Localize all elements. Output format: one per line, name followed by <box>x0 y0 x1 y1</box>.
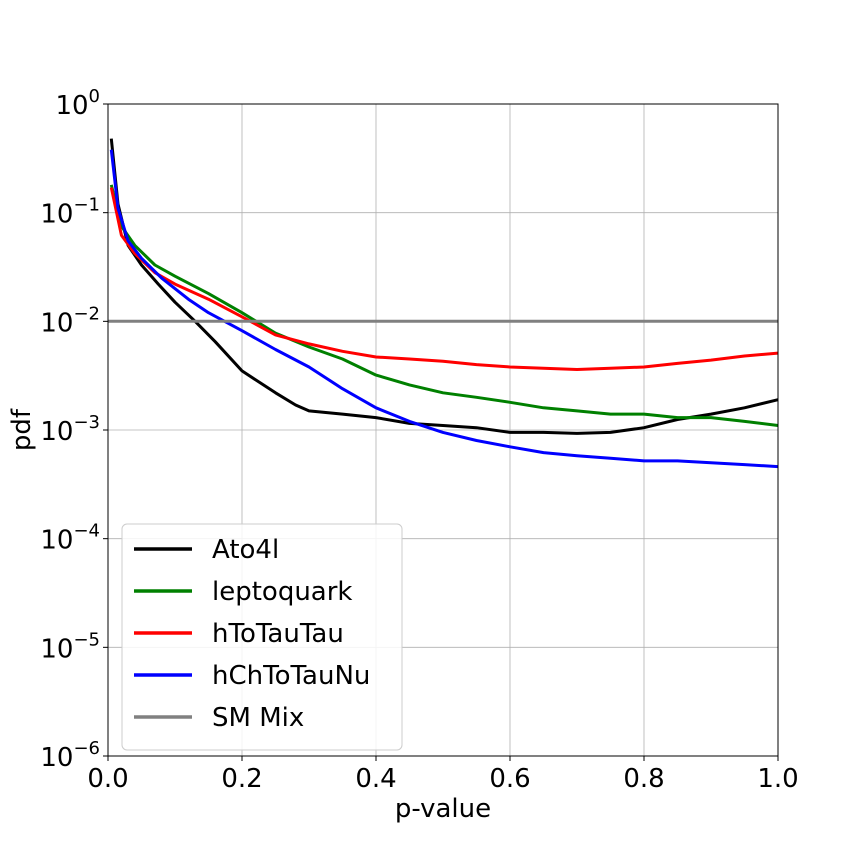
series-line-hchtotaunu <box>109 149 779 469</box>
x-tick-label: 0.4 <box>355 764 396 794</box>
legend-label-leptoquark: leptoquark <box>212 577 353 607</box>
y-tick-base: 10 <box>40 308 73 338</box>
y-tick-label: 10−1 <box>40 195 100 230</box>
x-tick-label: 0.0 <box>87 764 128 794</box>
legend-label-htotautau: hToTauTau <box>212 619 344 649</box>
legend-label-ato4l: Ato4l <box>212 535 279 565</box>
y-tick-base: 10 <box>55 91 88 121</box>
x-axis-label: p-value <box>395 794 491 824</box>
y-tick-exponent: −2 <box>73 303 100 324</box>
y-tick-base: 10 <box>40 743 73 773</box>
y-axis-label: pdf <box>7 408 37 451</box>
y-tick-base: 10 <box>40 417 73 447</box>
x-tick-label: 0.8 <box>623 764 664 794</box>
y-tick-label: 10−5 <box>40 629 100 664</box>
y-tick-exponent: −5 <box>73 629 100 650</box>
legend-box <box>121 523 403 751</box>
y-tick-base: 10 <box>40 200 73 230</box>
y-tick-label: 10−6 <box>40 738 100 773</box>
legend: Ato4l leptoquark hToTauTau hChToTauNu SM Mix <box>121 523 403 751</box>
y-tick-exponent: −4 <box>73 521 100 542</box>
y-tick-label: 10−4 <box>40 521 100 556</box>
x-tick-label: 0.2 <box>221 764 262 794</box>
series-lines <box>108 138 779 469</box>
legend-label-sm-mix: SM Mix <box>212 703 304 733</box>
y-tick-base: 10 <box>40 526 73 556</box>
y-tick-exponent: 0 <box>89 86 100 107</box>
y-tick-exponent: −1 <box>73 195 100 216</box>
y-tick-exponent: −6 <box>73 738 100 759</box>
legend-label-hchtotaunu: hChToTauNu <box>212 661 370 691</box>
x-tick-label: 1.0 <box>757 764 798 794</box>
series-line-htotautau <box>109 187 779 371</box>
series-line-ato4l <box>109 138 779 435</box>
y-tick-base: 10 <box>40 634 73 664</box>
series-line-leptoquark <box>109 184 779 427</box>
y-tick-label: 100 <box>55 86 100 121</box>
y-tick-label: 10−2 <box>40 303 100 338</box>
x-axis-ticks: 0.0 0.2 0.4 0.6 0.8 1.0 <box>87 756 799 794</box>
x-tick-label: 0.6 <box>489 764 530 794</box>
y-tick-label: 10−3 <box>40 412 100 447</box>
y-tick-exponent: −3 <box>73 412 100 433</box>
